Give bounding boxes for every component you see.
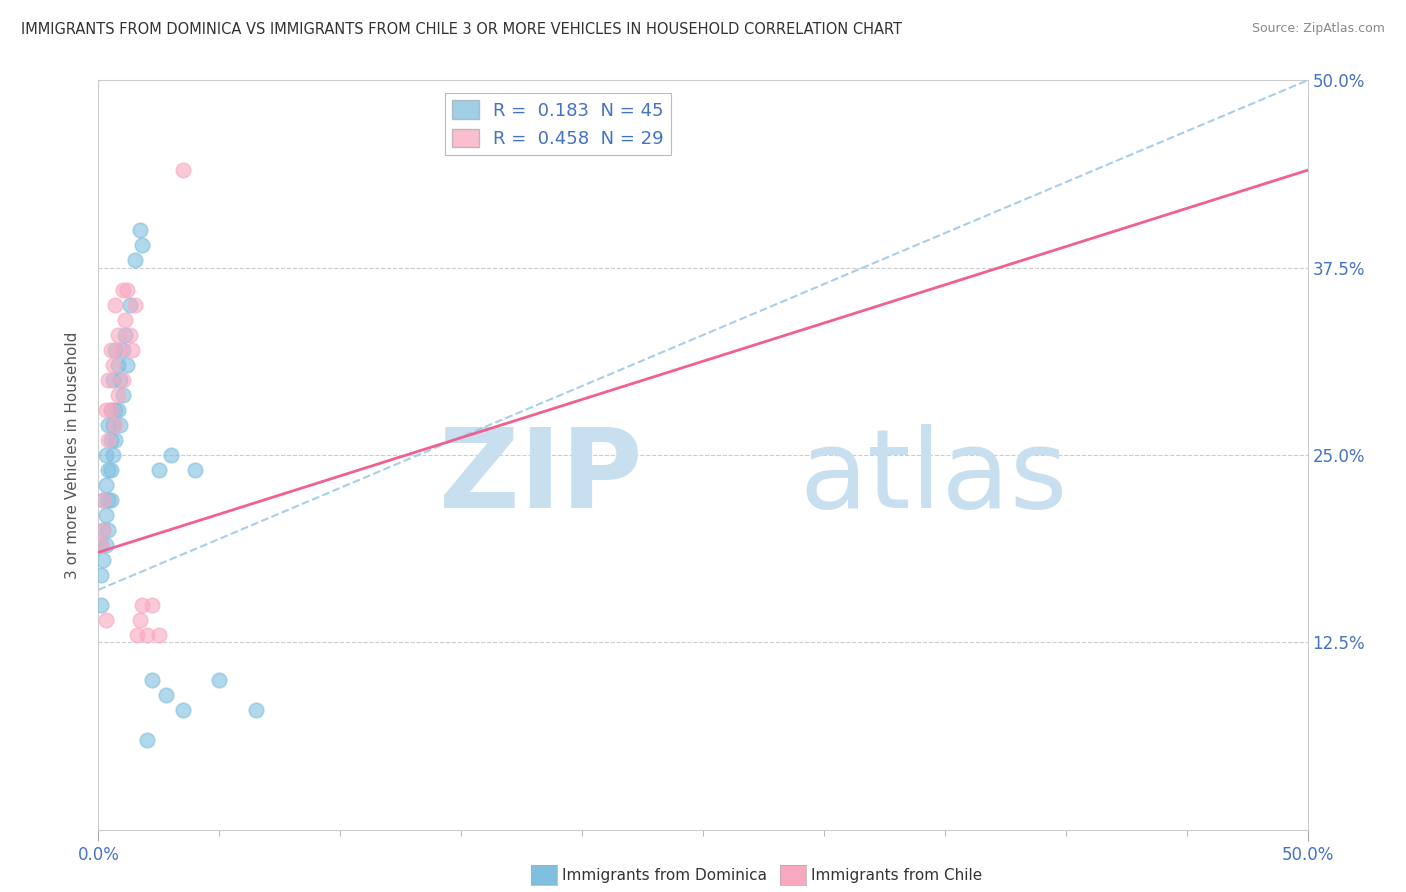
- Point: [97, 417, 120, 432]
- Point: [97, 463, 120, 477]
- Point: [111, 343, 134, 357]
- Point: [94, 448, 117, 462]
- Point: [118, 328, 141, 343]
- Point: [101, 417, 124, 432]
- Point: [245, 703, 267, 717]
- Point: [128, 613, 150, 627]
- Point: [127, 628, 149, 642]
- Text: atlas: atlas: [800, 424, 1069, 531]
- Point: [97, 523, 120, 537]
- Text: IMMIGRANTS FROM DOMINICA VS IMMIGRANTS FROM CHILE 3 OR MORE VEHICLES IN HOUSEHOL: IMMIGRANTS FROM DOMINICA VS IMMIGRANTS F…: [21, 22, 903, 37]
- Point: [94, 403, 117, 417]
- Point: [135, 628, 157, 642]
- Point: [104, 417, 127, 432]
- Text: Source: ZipAtlas.com: Source: ZipAtlas.com: [1251, 22, 1385, 36]
- Point: [91, 492, 114, 507]
- Point: [141, 673, 163, 687]
- Point: [100, 343, 122, 357]
- Point: [208, 673, 231, 687]
- Point: [108, 417, 131, 432]
- Point: [94, 508, 117, 522]
- Point: [148, 628, 170, 642]
- Point: [101, 448, 124, 462]
- Point: [124, 298, 146, 312]
- Point: [114, 328, 136, 343]
- Point: [172, 703, 194, 717]
- Point: [104, 343, 127, 357]
- Point: [107, 328, 129, 343]
- Point: [97, 492, 120, 507]
- Point: [124, 253, 146, 268]
- Point: [97, 433, 120, 447]
- Point: [90, 567, 112, 582]
- Point: [90, 538, 112, 552]
- Point: [108, 343, 131, 357]
- Text: Immigrants from Dominica: Immigrants from Dominica: [562, 869, 768, 883]
- Point: [94, 538, 117, 552]
- Y-axis label: 3 or more Vehicles in Household: 3 or more Vehicles in Household: [65, 331, 80, 579]
- Point: [118, 298, 141, 312]
- Point: [114, 313, 136, 327]
- Point: [128, 223, 150, 237]
- Point: [117, 358, 139, 372]
- Point: [107, 403, 129, 417]
- Point: [91, 523, 114, 537]
- Point: [104, 298, 127, 312]
- Point: [90, 538, 112, 552]
- Text: ZIP: ZIP: [439, 424, 643, 531]
- Point: [121, 343, 143, 357]
- Point: [100, 463, 122, 477]
- Point: [90, 598, 112, 612]
- Point: [97, 373, 120, 387]
- Point: [100, 403, 122, 417]
- Point: [131, 598, 153, 612]
- Point: [184, 463, 207, 477]
- Point: [160, 448, 183, 462]
- Point: [111, 388, 134, 402]
- Point: [91, 553, 114, 567]
- Point: [107, 358, 129, 372]
- Point: [91, 523, 114, 537]
- Point: [135, 732, 157, 747]
- Point: [141, 598, 163, 612]
- Point: [111, 373, 134, 387]
- Point: [104, 403, 127, 417]
- Point: [94, 478, 117, 492]
- Legend: R =  0.183  N = 45, R =  0.458  N = 29: R = 0.183 N = 45, R = 0.458 N = 29: [444, 93, 671, 155]
- Point: [117, 283, 139, 297]
- Point: [101, 358, 124, 372]
- Point: [101, 373, 124, 387]
- Point: [108, 373, 131, 387]
- Point: [100, 403, 122, 417]
- Point: [148, 463, 170, 477]
- Point: [155, 688, 177, 702]
- Text: Immigrants from Chile: Immigrants from Chile: [811, 869, 983, 883]
- Point: [100, 492, 122, 507]
- Point: [100, 433, 122, 447]
- Point: [172, 163, 194, 178]
- Point: [94, 613, 117, 627]
- Point: [104, 433, 127, 447]
- Point: [111, 283, 134, 297]
- Point: [91, 492, 114, 507]
- Point: [107, 388, 129, 402]
- Point: [131, 238, 153, 252]
